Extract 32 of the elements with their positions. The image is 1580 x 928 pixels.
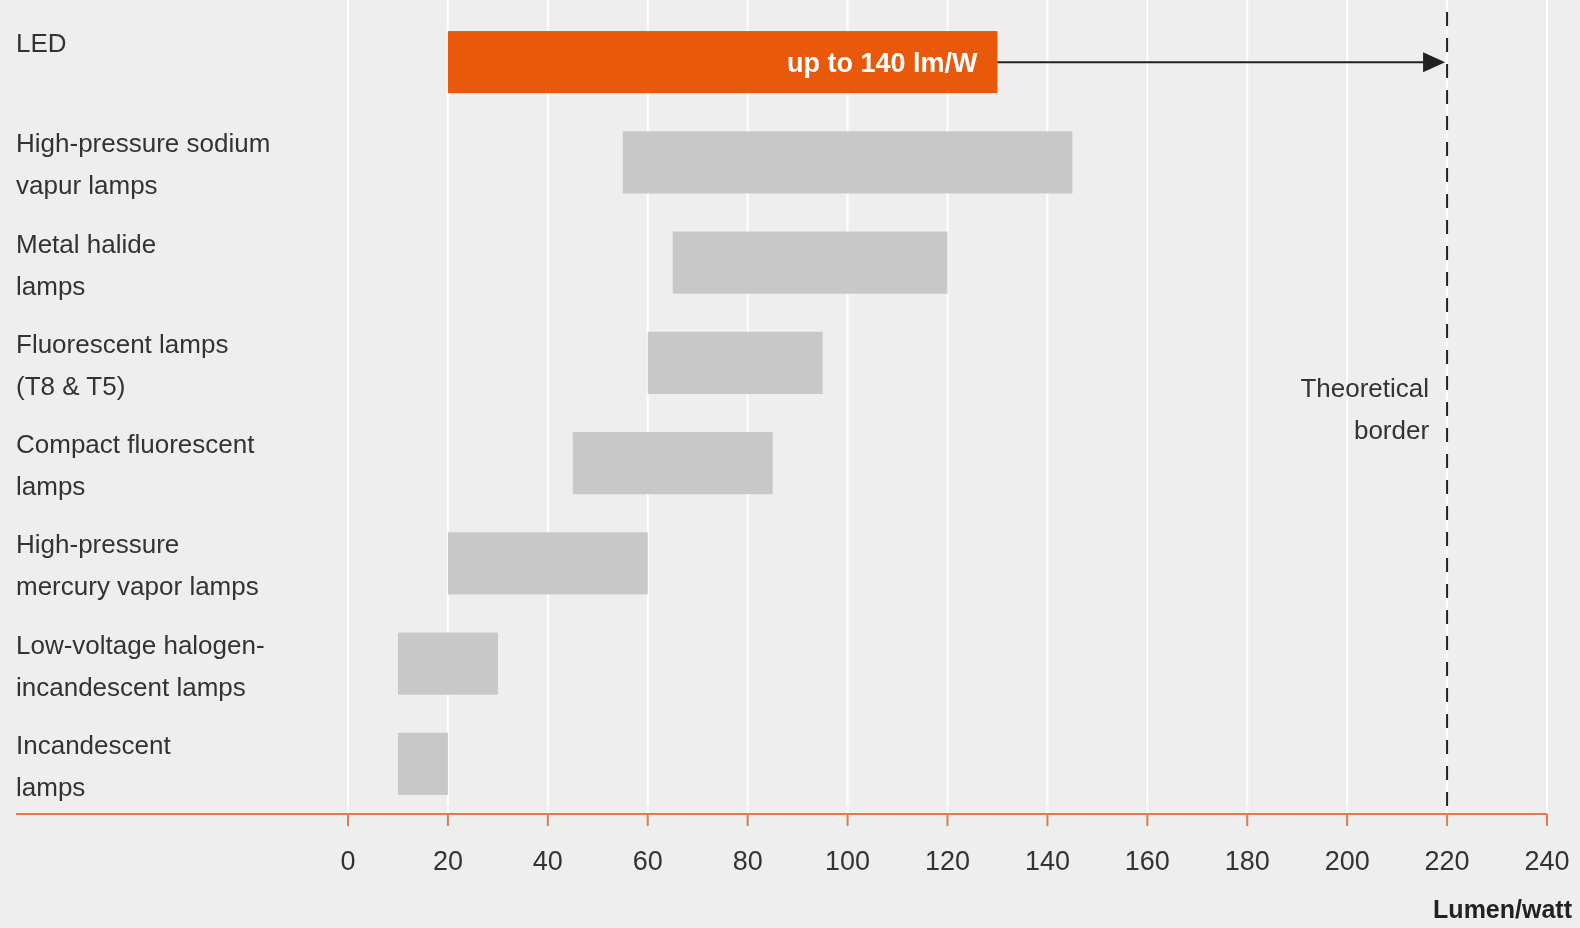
x-tick-label: 180 — [1224, 846, 1270, 876]
x-tick-label: 240 — [1524, 846, 1570, 876]
y-tick-label: Fluorescent lamps (T8 & T5) — [16, 328, 229, 401]
bar — [397, 732, 448, 795]
y-tick-label: LED — [16, 28, 67, 58]
x-tick-label: 200 — [1324, 846, 1370, 876]
y-tick-label: Incandescent lamps — [16, 729, 172, 802]
bar — [447, 31, 998, 94]
x-tick-label: 160 — [1124, 846, 1170, 876]
x-tick-label: 100 — [825, 846, 871, 876]
x-tick-label: 60 — [632, 846, 663, 876]
bar — [397, 632, 498, 695]
x-tick-label: 140 — [1024, 846, 1070, 876]
bar — [622, 131, 1073, 194]
x-tick-label: 120 — [924, 846, 971, 876]
bar — [572, 432, 773, 495]
x-tick-label: 80 — [732, 846, 763, 876]
x-tick-label: 220 — [1424, 846, 1470, 876]
y-tick-label: Compact fluorescent lamps — [16, 429, 256, 501]
y-tick-label: High-pressure mercury vapor lamps — [16, 529, 259, 602]
annotation: up to 140 lm/W — [786, 48, 978, 79]
bar — [647, 331, 823, 394]
y-tick-label: High-pressure sodium vapur lamps — [16, 128, 271, 201]
x-tick-label: 40 — [532, 846, 563, 876]
x-tick-label: 20 — [432, 846, 463, 876]
y-tick-label: Metal halide lamps — [16, 228, 157, 301]
bar — [672, 231, 948, 294]
bar — [447, 532, 648, 595]
y-tick-label: Low-voltage halogen-incandescent lamps — [16, 629, 265, 702]
ref-line-label: Theoretical border — [1300, 373, 1430, 445]
x-axis-title: Lumen/watt — [1433, 895, 1573, 923]
x-tick-label: 0 — [340, 846, 356, 876]
